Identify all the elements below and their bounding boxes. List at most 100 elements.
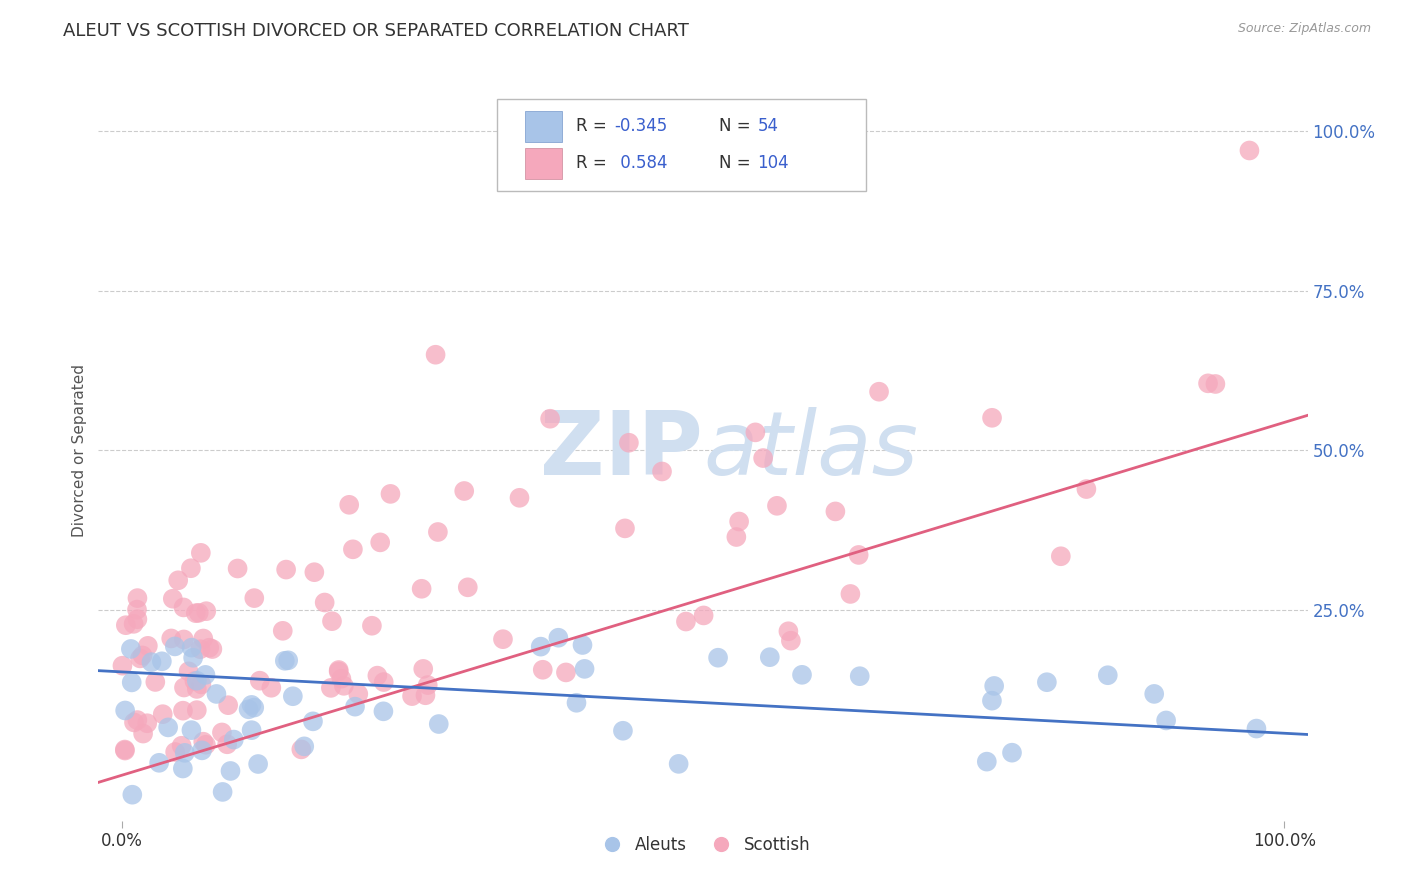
Point — [125, 602, 148, 616]
Point — [290, 742, 312, 756]
Point — [162, 591, 184, 606]
Point — [127, 612, 149, 626]
Point — [675, 615, 697, 629]
Point — [612, 723, 634, 738]
Point — [173, 600, 195, 615]
Point — [222, 732, 245, 747]
Point — [319, 681, 342, 695]
Point — [1154, 714, 1177, 728]
Point — [1076, 482, 1098, 496]
Point — [1246, 722, 1268, 736]
Point — [150, 654, 173, 668]
Point — [141, 655, 163, 669]
Point — [183, 674, 205, 689]
Point — [1197, 376, 1219, 391]
Point — [243, 700, 266, 714]
Point — [668, 756, 690, 771]
Point — [190, 546, 212, 560]
Point — [321, 614, 343, 628]
Point — [249, 673, 271, 688]
Point — [780, 633, 803, 648]
Point — [186, 673, 208, 688]
Point — [361, 618, 384, 632]
Point — [121, 675, 143, 690]
Text: 0.584: 0.584 — [614, 154, 668, 172]
Point — [186, 681, 208, 696]
Point — [531, 663, 554, 677]
Point — [177, 665, 200, 679]
Point — [217, 698, 239, 713]
Point — [368, 535, 391, 549]
Point — [188, 642, 211, 657]
Point — [983, 679, 1005, 693]
Point — [457, 580, 479, 594]
Point — [839, 587, 862, 601]
Point — [530, 640, 553, 654]
Point — [401, 689, 423, 703]
Y-axis label: Divorced or Separated: Divorced or Separated — [72, 364, 87, 537]
Point — [127, 591, 149, 606]
Point — [219, 764, 242, 778]
Point — [122, 616, 145, 631]
Point — [314, 595, 336, 609]
Point — [415, 688, 437, 702]
Point — [131, 648, 153, 663]
Point — [411, 582, 433, 596]
Text: R =: R = — [576, 117, 612, 136]
Point — [129, 651, 152, 665]
Point — [292, 739, 315, 754]
Point — [333, 679, 356, 693]
Point — [217, 737, 239, 751]
Point — [302, 714, 325, 729]
Text: 104: 104 — [758, 154, 789, 172]
Point — [114, 742, 136, 756]
Point — [759, 650, 782, 665]
Point — [121, 788, 143, 802]
Point — [373, 675, 395, 690]
Point — [271, 624, 294, 638]
Text: R =: R = — [576, 154, 612, 172]
Point — [160, 632, 183, 646]
Point — [143, 675, 166, 690]
Point — [492, 632, 515, 647]
Point — [1097, 668, 1119, 682]
Point — [190, 677, 212, 691]
Point — [281, 690, 304, 704]
Point — [766, 499, 789, 513]
Point — [981, 410, 1004, 425]
Point — [1050, 549, 1073, 564]
Point — [173, 681, 195, 695]
Text: N =: N = — [718, 117, 755, 136]
Point — [453, 483, 475, 498]
Point — [157, 720, 180, 734]
Point — [555, 665, 578, 680]
Point — [1001, 746, 1024, 760]
Point — [136, 639, 159, 653]
Point — [426, 524, 449, 539]
Point — [981, 694, 1004, 708]
Point — [304, 565, 326, 579]
Point — [163, 640, 186, 654]
FancyBboxPatch shape — [526, 148, 561, 178]
Point — [692, 608, 714, 623]
Text: ALEUT VS SCOTTISH DIVORCED OR SEPARATED CORRELATION CHART: ALEUT VS SCOTTISH DIVORCED OR SEPARATED … — [63, 22, 689, 40]
Point — [173, 746, 195, 760]
Point — [186, 703, 208, 717]
Point — [425, 348, 447, 362]
FancyBboxPatch shape — [526, 111, 561, 142]
Point — [114, 618, 136, 632]
Point — [194, 738, 217, 752]
Point — [565, 696, 588, 710]
Point — [778, 624, 800, 639]
Point — [180, 561, 202, 575]
FancyBboxPatch shape — [498, 99, 866, 191]
Point — [744, 425, 766, 440]
Point — [328, 663, 350, 677]
Point — [211, 725, 233, 739]
Point — [193, 734, 215, 748]
Text: -0.345: -0.345 — [614, 117, 668, 136]
Point — [725, 530, 748, 544]
Point — [195, 604, 218, 618]
Point — [170, 739, 193, 753]
Point — [1204, 376, 1226, 391]
